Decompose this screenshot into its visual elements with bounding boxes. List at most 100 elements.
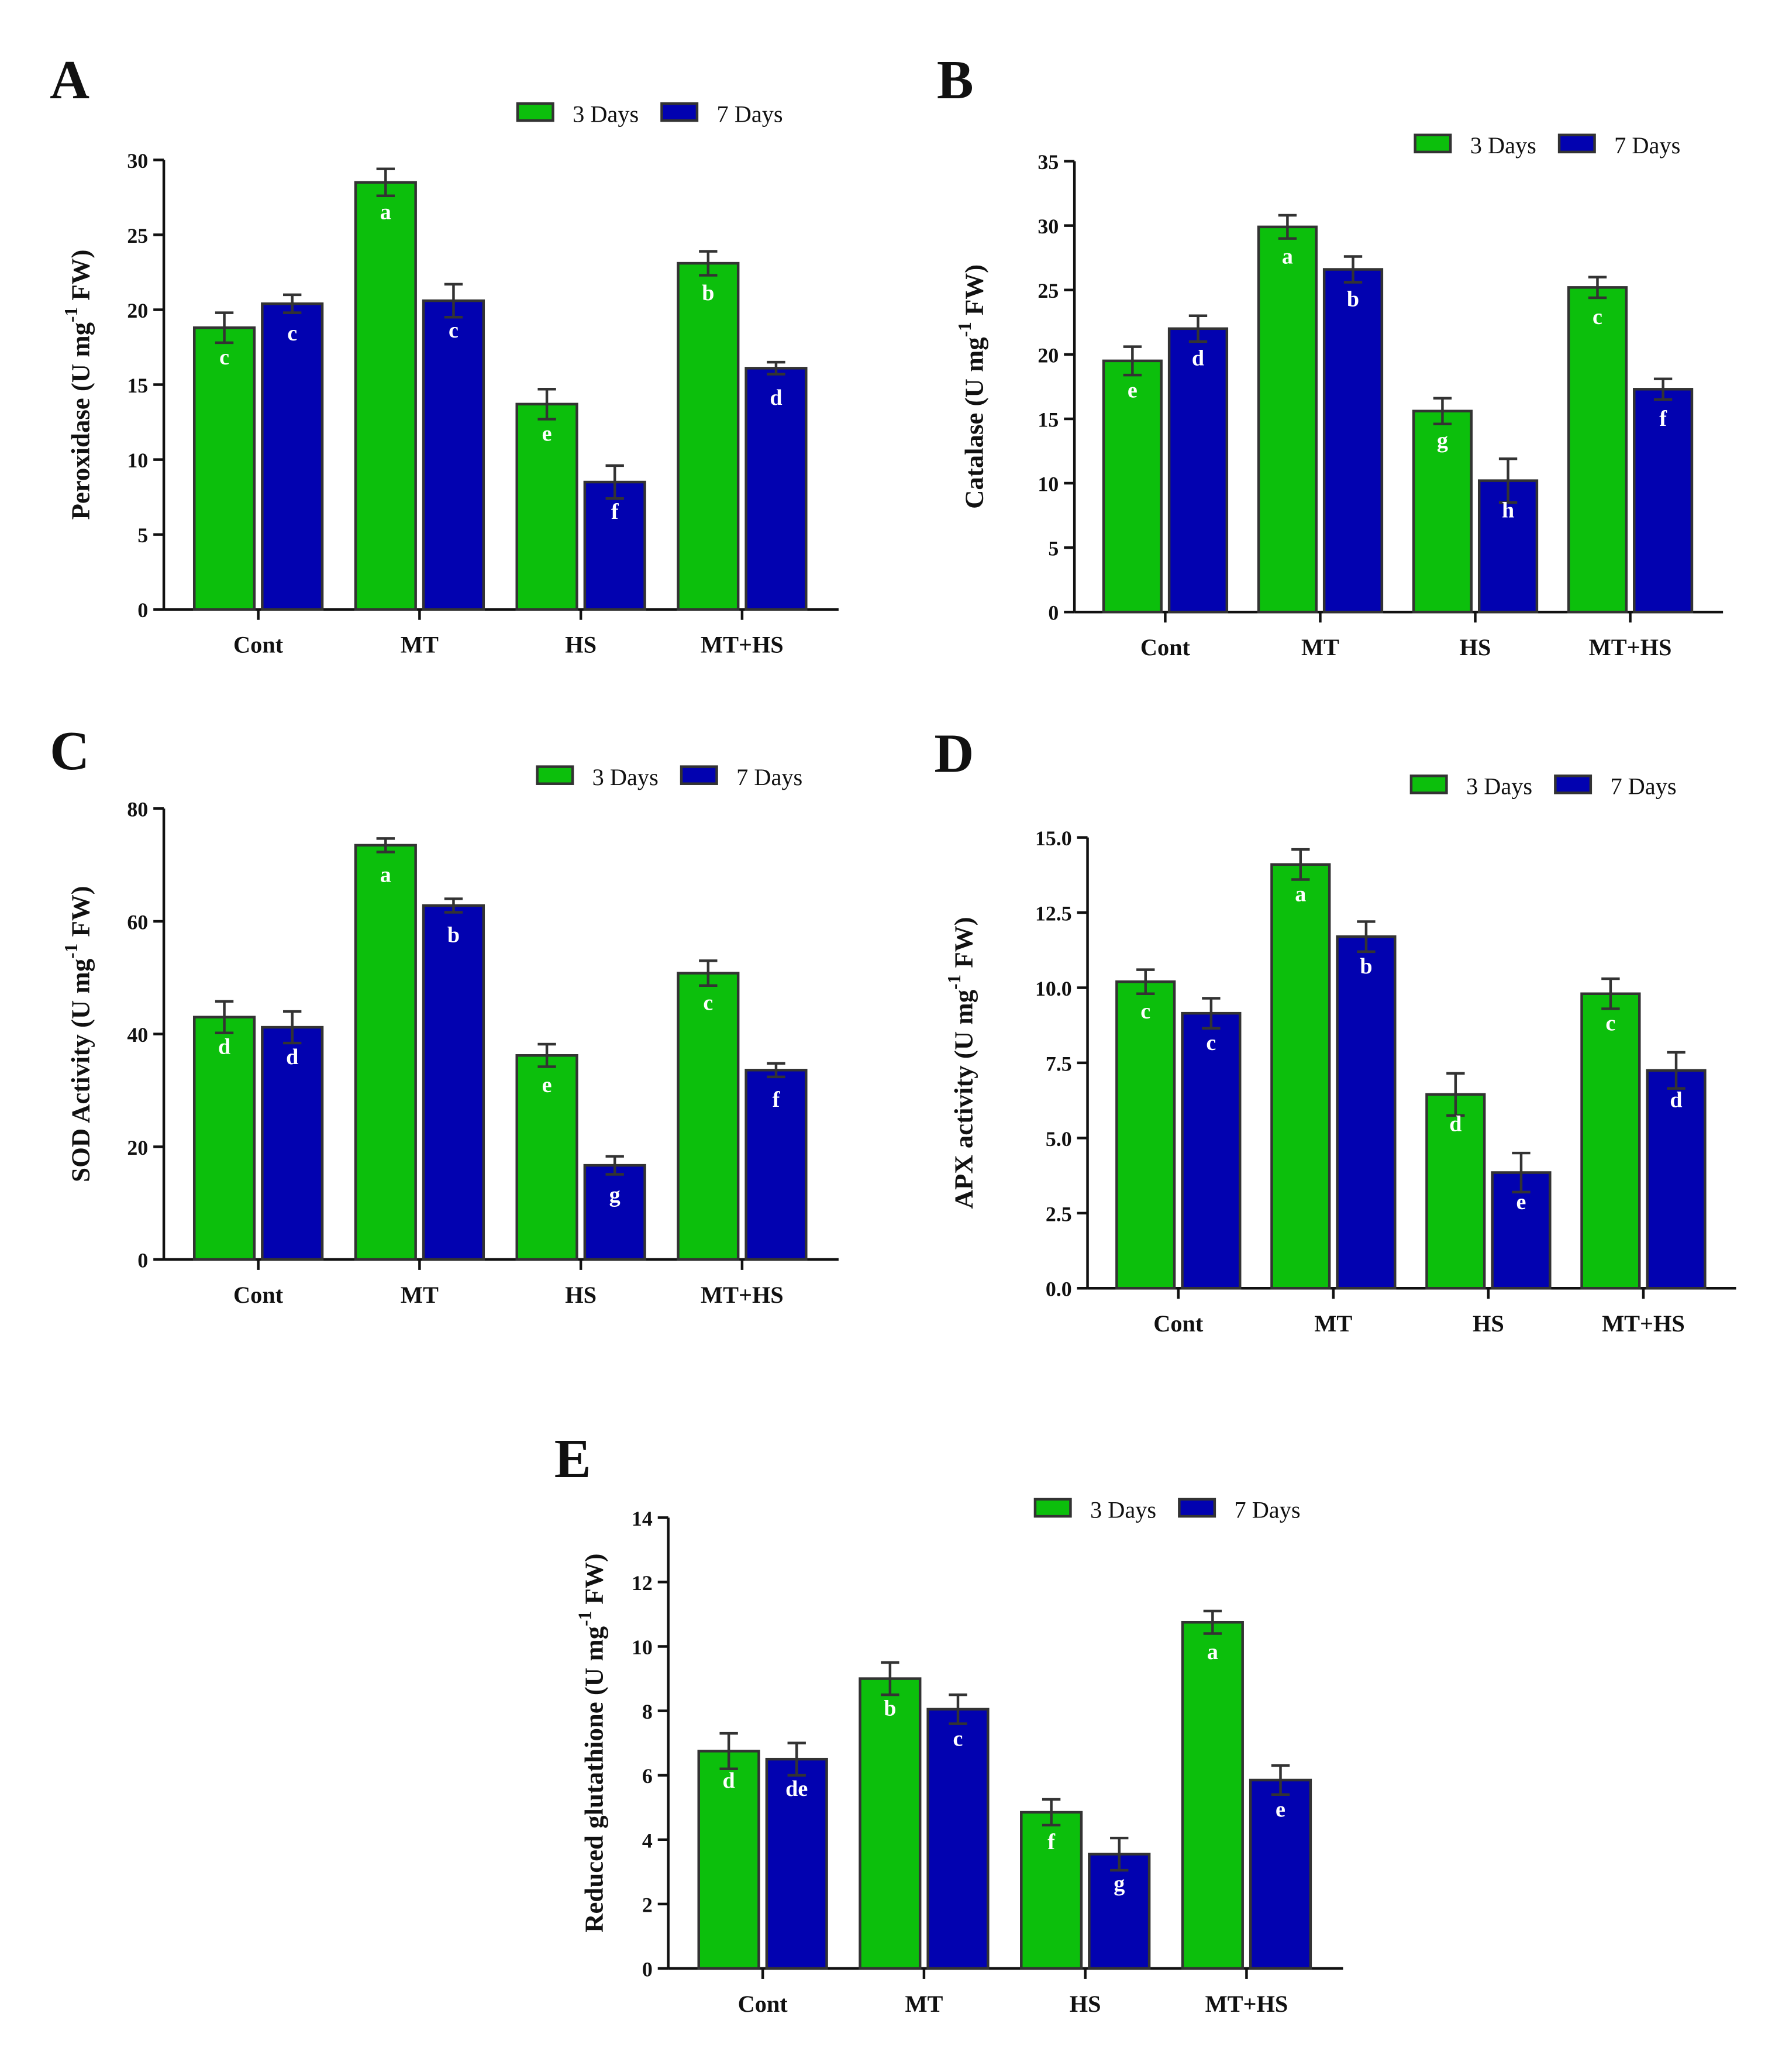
bar-3-days: [859, 1677, 922, 1970]
y-tick-label: 30: [1038, 215, 1059, 238]
bar-3-days: [515, 1054, 578, 1261]
significance-letter: g: [1437, 428, 1448, 453]
y-tick-label: 0: [642, 1957, 653, 1981]
legend-label: 3 Days: [592, 764, 659, 790]
y-tick-label: 60: [127, 910, 148, 934]
legend-swatch-7-days: [1178, 1498, 1216, 1518]
significance-letter: a: [1295, 882, 1306, 907]
x-tick-label: Cont: [233, 632, 284, 658]
y-axis-label-main: Peroxidase (U mg: [66, 322, 95, 520]
significance-letter: e: [1516, 1190, 1526, 1214]
significance-letter: c: [1140, 999, 1150, 1024]
y-tick-label: 14: [632, 1507, 653, 1530]
bar-3-days: [697, 1750, 760, 1970]
legend-label: 3 Days: [1470, 132, 1536, 159]
panel-letter: E: [554, 1429, 591, 1489]
y-axis-label-end: FW): [580, 1554, 609, 1611]
significance-letter: f: [1047, 1830, 1056, 1854]
bar-7-days: [926, 1708, 990, 1970]
y-tick-label: 0.0: [1046, 1278, 1072, 1301]
legend-swatch-3-days: [1414, 133, 1452, 154]
y-tick-label: 0: [1048, 601, 1059, 625]
y-axis-label-end: FW): [959, 264, 988, 322]
significance-letter: c: [449, 318, 459, 343]
y-tick-label: 0: [137, 598, 148, 622]
significance-letter: f: [773, 1087, 781, 1112]
bar-7-days: [422, 904, 485, 1261]
bar-3-days: [1181, 1620, 1244, 1970]
legend-swatch-3-days: [1033, 1498, 1072, 1518]
y-axis-label: SOD Activity (U mg-1 FW): [61, 886, 95, 1182]
y-tick-label: 12: [632, 1571, 653, 1595]
bar-3-days: [354, 181, 417, 611]
significance-letter: d: [218, 1034, 230, 1059]
bar-3-days: [192, 326, 256, 611]
x-tick-label: Cont: [1153, 1310, 1204, 1337]
bar-7-days: [744, 1069, 808, 1261]
y-axis-label-sup: -1: [574, 1611, 595, 1626]
significance-letter: de: [785, 1777, 808, 1801]
y-tick-label: 10.0: [1035, 977, 1072, 1000]
bar-7-days: [1491, 1171, 1552, 1290]
y-axis-label-end: FW): [949, 917, 978, 974]
panel-d: D 0.0 2.5 5.0 7.5 10.0 12.5 15.0 APX activity (U…: [934, 724, 1736, 1337]
x-tick-label: MT+HS: [701, 632, 784, 658]
x-tick-label: MT: [401, 632, 439, 658]
y-axis-label-end: FW): [66, 250, 95, 307]
panel-letter: B: [937, 50, 974, 111]
y-tick-label: 5: [137, 524, 148, 547]
x-tick-label: HS: [565, 1282, 597, 1308]
bar-7-days: [1646, 1069, 1707, 1290]
y-tick-label: 0: [137, 1248, 148, 1272]
legend-label: 7 Days: [1234, 1496, 1300, 1523]
y-axis-label: Reduced glutathione (U mg-1 FW): [574, 1554, 608, 1933]
legend-label: 7 Days: [1614, 132, 1680, 159]
significance-letter: h: [1502, 498, 1514, 522]
bar-7-days: [1249, 1778, 1312, 1970]
panel-letter: D: [934, 724, 974, 784]
y-tick-label: 8: [642, 1700, 653, 1723]
y-axis-label: Peroxidase (U mg-1 FW): [61, 250, 95, 520]
y-tick-label: 15: [127, 374, 148, 397]
y-tick-label: 5.0: [1046, 1127, 1072, 1151]
significance-letter: d: [770, 386, 782, 410]
significance-letter: a: [380, 863, 391, 887]
bar-7-days: [261, 302, 324, 611]
legend-label: 7 Days: [717, 101, 783, 127]
significance-letter: e: [1128, 378, 1138, 403]
legend-swatch-3-days: [1409, 775, 1448, 794]
x-tick-label: MT+HS: [701, 1282, 784, 1308]
y-tick-label: 10: [632, 1636, 653, 1659]
bar-7-days: [1181, 1011, 1242, 1290]
legend-label: 3 Days: [573, 101, 639, 127]
y-tick-label: 2: [642, 1893, 653, 1916]
significance-letter: b: [884, 1696, 896, 1720]
significance-letter: c: [953, 1727, 963, 1751]
y-axis-label: APX activity (U mg-1 FW): [944, 917, 978, 1209]
significance-letter: b: [702, 281, 714, 305]
significance-letter: b: [1360, 954, 1372, 979]
x-tick-label: MT: [1314, 1310, 1352, 1337]
bar-7-days: [583, 1164, 646, 1261]
x-tick-label: Cont: [233, 1282, 284, 1308]
significance-letter: c: [287, 321, 297, 346]
bar-7-days: [1633, 388, 1694, 614]
y-tick-label: 6: [642, 1764, 653, 1788]
y-tick-label: 12.5: [1035, 901, 1072, 925]
legend-label: 3 Days: [1090, 1496, 1156, 1523]
x-tick-label: HS: [1070, 1991, 1101, 2017]
y-axis-label: Catalase (U mg-1 FW): [954, 264, 988, 509]
y-axis-label-main: APX activity (U mg: [949, 990, 978, 1209]
y-tick-label: 4: [642, 1829, 653, 1852]
bar-7-days: [1088, 1853, 1151, 1970]
significance-letter: d: [286, 1045, 298, 1069]
y-axis-label-sup: -1: [61, 307, 81, 322]
significance-letter: c: [1206, 1031, 1216, 1055]
legend-label: 3 Days: [1466, 773, 1532, 800]
panel-c: C 0 20 40 60 80 SOD Activity (U mg-1 FW) Cont d d…: [50, 721, 839, 1308]
x-tick-label: MT: [1301, 634, 1339, 660]
bar-3-days: [1567, 286, 1628, 614]
significance-letter: d: [1192, 346, 1204, 371]
y-tick-label: 15: [1038, 408, 1059, 431]
significance-letter: c: [1605, 1011, 1615, 1035]
